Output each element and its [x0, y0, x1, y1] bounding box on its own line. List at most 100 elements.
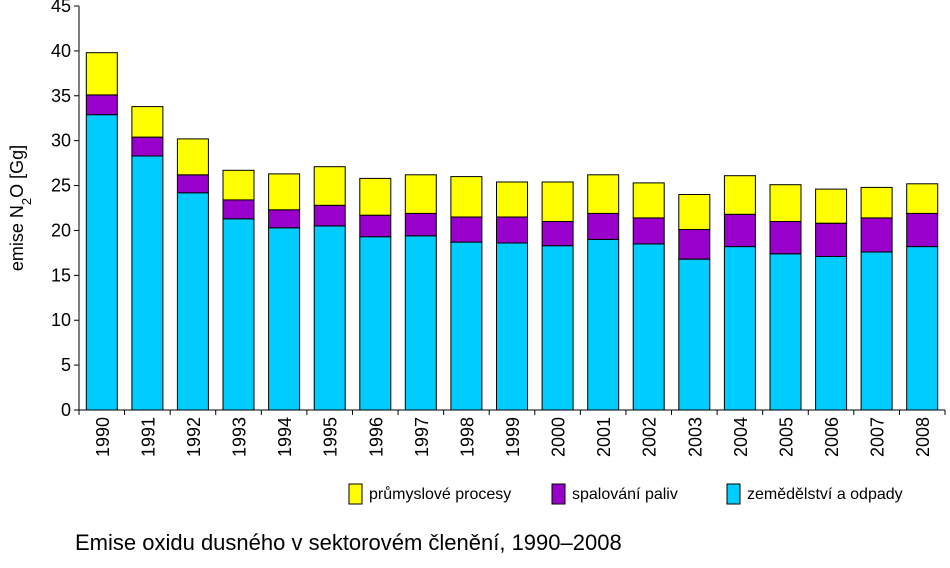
y-title-subscript: 2: [19, 198, 34, 205]
legend-label-2: zemědělství a odpady: [747, 486, 903, 503]
bar-1990-series-1: [85, 94, 118, 116]
legend-label-0: průmyslové procesy: [369, 485, 511, 503]
bar-1998-series-0: [450, 241, 483, 411]
x-tick-label: 2002: [640, 417, 660, 457]
x-tick-label: 1990: [93, 417, 113, 457]
y-tick-label: 15: [51, 265, 71, 285]
bar-2008-series-2: [906, 183, 939, 214]
x-tick-label: 1999: [503, 417, 523, 457]
bar-1997-series-1: [404, 212, 437, 237]
bar-1990-series-2: [85, 52, 118, 96]
bar-1999-series-2: [496, 181, 528, 218]
bar-2003-series-0: [678, 258, 711, 411]
bar-2004-series-0: [723, 246, 756, 411]
x-tick-label: 2001: [594, 417, 614, 457]
bar-2001-series-1: [587, 212, 620, 240]
x-tick-label: 1991: [138, 417, 158, 457]
y-tick-label: 5: [61, 355, 71, 375]
bar-2003-series-1: [678, 229, 711, 260]
bar-2000-series-1: [541, 221, 574, 247]
bar-1995-series-0: [313, 225, 346, 411]
y-tick-label: 45: [51, 0, 71, 16]
x-tick-label: 2003: [685, 417, 705, 457]
bar-1996-series-2: [359, 177, 392, 216]
y-axis-title: emise N2O [Gg]: [7, 145, 34, 271]
y-title-prefix: emise N: [7, 205, 27, 271]
legend: průmyslové procesy spalování paliv zeměděl…: [348, 483, 903, 505]
bar-1996-series-1: [359, 214, 392, 238]
bar-2002-series-0: [632, 243, 665, 411]
bar-1997-series-0: [404, 235, 437, 411]
bar-2001-series-0: [587, 238, 620, 411]
bar-2005-series-0: [769, 253, 802, 411]
bar-1998-series-1: [450, 216, 483, 243]
bar-1999-series-1: [496, 216, 528, 244]
bar-2004-series-2: [723, 175, 756, 215]
bar-1992-series-2: [176, 138, 209, 176]
legend-swatch-1: [551, 483, 566, 505]
x-tick-label: 2006: [822, 417, 842, 457]
x-tick-label: 1998: [457, 417, 477, 457]
x-tick-label: 2007: [868, 417, 888, 457]
bar-1999-series-0: [496, 242, 528, 411]
x-tick-label: 2000: [549, 417, 569, 457]
bar-1996-series-0: [359, 236, 392, 411]
bar-1998-series-2: [450, 176, 483, 218]
x-tick-label: 1992: [184, 417, 204, 457]
y-tick-label: 40: [51, 41, 71, 61]
bar-1995-series-1: [313, 204, 346, 227]
bar-1995-series-2: [313, 166, 346, 206]
bar-1993-series-1: [222, 199, 255, 220]
y-tick-label: 20: [51, 220, 71, 240]
x-tick-label: 1995: [321, 417, 341, 457]
bar-2000-series-2: [541, 181, 574, 222]
axes: 0 5 10 15 20 25 30 35 40 45 1990 1991 1992 1993 1994 19…: [51, 0, 946, 457]
bar-2006-series-1: [815, 222, 848, 258]
figure-caption: Emise oxidu dusného v sektorovém členění…: [75, 530, 622, 555]
bar-1994-series-0: [268, 227, 301, 411]
legend-label-1: spalování paliv: [572, 486, 678, 503]
x-tick-label: 1997: [412, 417, 432, 457]
legend-swatch-0: [348, 483, 363, 505]
bar-2007-series-2: [860, 186, 893, 219]
bar-2007-series-0: [860, 251, 893, 411]
y-tick-label: 30: [51, 131, 71, 151]
bar-1997-series-2: [404, 174, 437, 214]
x-tick-label: 1993: [230, 417, 250, 457]
bar-2004-series-1: [723, 213, 756, 248]
bar-1993-series-2: [222, 169, 255, 201]
y-axis-title-text: emise N2O [Gg]: [7, 145, 34, 271]
x-tick-label: 2008: [913, 417, 933, 457]
bar-1991-series-0: [131, 155, 164, 411]
bar-1991-series-1: [131, 136, 164, 157]
bar-2003-series-2: [678, 194, 711, 230]
x-tick-label: 2005: [777, 417, 797, 457]
bar-1990-series-0: [85, 114, 118, 411]
bars: [85, 52, 939, 411]
y-tick-label: 0: [61, 400, 71, 420]
legend-swatch-2: [726, 483, 741, 505]
y-tick-label: 10: [51, 310, 71, 330]
bar-2005-series-1: [769, 221, 802, 255]
bar-2008-series-1: [906, 212, 939, 248]
bar-2002-series-1: [632, 217, 665, 245]
bar-2007-series-1: [860, 217, 893, 253]
bar-2000-series-0: [541, 245, 574, 411]
bar-1994-series-1: [268, 209, 301, 229]
bar-1991-series-2: [131, 106, 164, 138]
bar-1992-series-0: [176, 192, 209, 411]
x-tick-label: 2004: [731, 417, 751, 457]
bar-2005-series-2: [769, 184, 802, 222]
x-tick-label: 1994: [275, 417, 295, 457]
bar-1992-series-1: [176, 174, 209, 194]
bar-2008-series-0: [906, 246, 939, 411]
bar-2001-series-2: [587, 174, 620, 214]
bar-1994-series-2: [268, 173, 301, 211]
y-tick-label: 35: [51, 86, 71, 106]
y-tick-label: 25: [51, 176, 71, 196]
bar-2002-series-2: [632, 182, 665, 219]
bar-2006-series-2: [815, 188, 848, 224]
bar-2006-series-0: [815, 256, 848, 411]
x-tick-label: 1996: [366, 417, 386, 457]
